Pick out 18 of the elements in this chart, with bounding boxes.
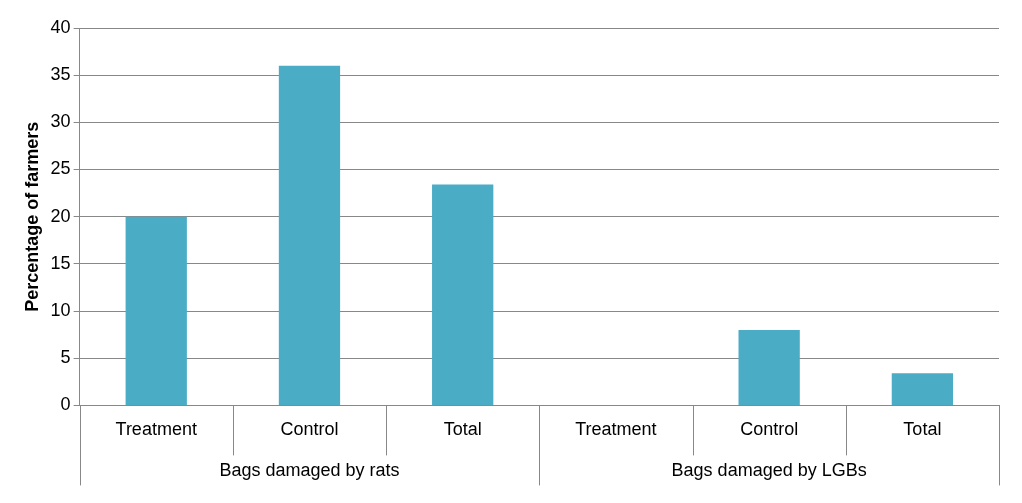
x-tick-label: Treatment <box>575 419 657 440</box>
y-tick-label: 25 <box>50 158 71 179</box>
text: Bags damaged by LGBs <box>671 460 867 481</box>
y-tick-label: 35 <box>50 64 71 85</box>
x-tick-label: Control <box>740 419 799 440</box>
y-tick-label: 40 <box>50 16 71 37</box>
x-tick-label: Total <box>903 419 942 440</box>
x-tick-label: Total <box>443 419 482 440</box>
y-axis-title: Percentage of farmers <box>21 121 42 312</box>
y-tick-label: 30 <box>50 111 71 132</box>
x-tick-label: Treatment <box>115 419 197 440</box>
y-tick-label: 10 <box>50 300 71 321</box>
x-tick-label: Control <box>280 419 339 440</box>
text: Bags damaged by rats <box>219 460 400 481</box>
y-tick-label: 5 <box>60 347 71 368</box>
y-tick-label: 15 <box>50 252 71 273</box>
y-tick-label: 20 <box>50 205 71 226</box>
y-tick-label: 0 <box>60 394 71 415</box>
